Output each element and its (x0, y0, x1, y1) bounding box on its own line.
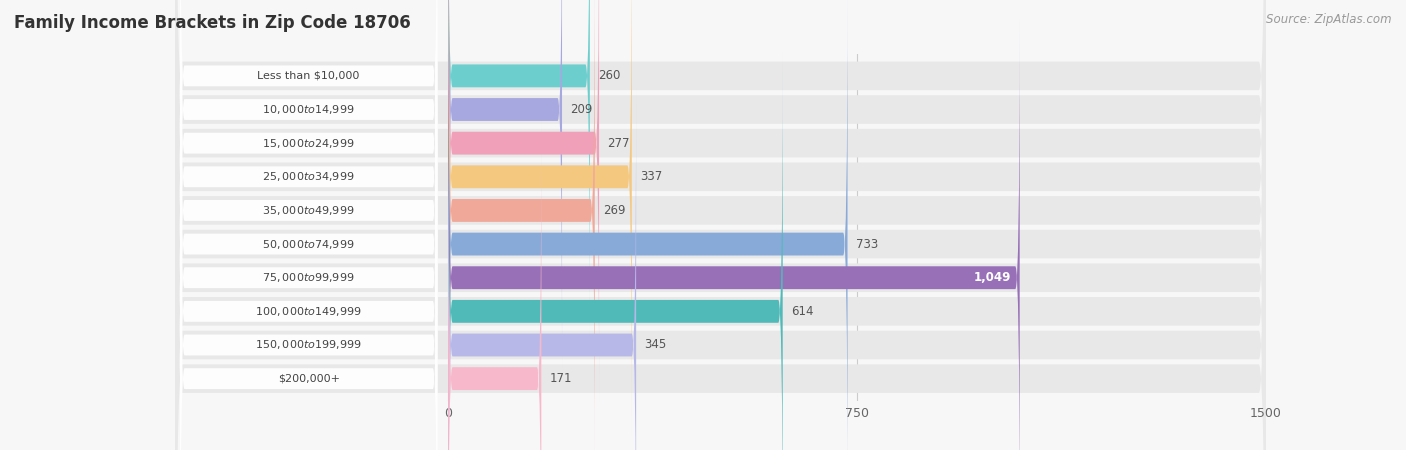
Text: $35,000 to $49,999: $35,000 to $49,999 (263, 204, 354, 217)
FancyBboxPatch shape (180, 19, 437, 450)
FancyBboxPatch shape (180, 53, 437, 450)
Text: Family Income Brackets in Zip Code 18706: Family Income Brackets in Zip Code 18706 (14, 14, 411, 32)
Text: $10,000 to $14,999: $10,000 to $14,999 (263, 103, 354, 116)
FancyBboxPatch shape (449, 0, 599, 401)
FancyBboxPatch shape (180, 0, 437, 450)
FancyBboxPatch shape (176, 0, 1265, 450)
FancyBboxPatch shape (176, 0, 1265, 450)
Text: Source: ZipAtlas.com: Source: ZipAtlas.com (1267, 14, 1392, 27)
Text: 171: 171 (550, 372, 572, 385)
FancyBboxPatch shape (176, 0, 1265, 450)
Text: 614: 614 (790, 305, 813, 318)
Text: $50,000 to $74,999: $50,000 to $74,999 (263, 238, 354, 251)
Text: 277: 277 (607, 137, 630, 150)
Text: $25,000 to $34,999: $25,000 to $34,999 (263, 170, 354, 183)
FancyBboxPatch shape (449, 87, 636, 450)
FancyBboxPatch shape (180, 86, 437, 450)
Text: 269: 269 (603, 204, 626, 217)
FancyBboxPatch shape (176, 0, 1265, 450)
Text: $75,000 to $99,999: $75,000 to $99,999 (263, 271, 354, 284)
FancyBboxPatch shape (176, 0, 1265, 450)
FancyBboxPatch shape (176, 0, 1265, 450)
Text: $200,000+: $200,000+ (278, 374, 340, 384)
FancyBboxPatch shape (176, 0, 1265, 450)
Text: 260: 260 (598, 69, 620, 82)
Text: $15,000 to $24,999: $15,000 to $24,999 (263, 137, 354, 150)
FancyBboxPatch shape (180, 0, 437, 334)
Text: 345: 345 (644, 338, 666, 351)
FancyBboxPatch shape (449, 0, 631, 435)
FancyBboxPatch shape (449, 20, 1019, 450)
Text: $100,000 to $149,999: $100,000 to $149,999 (256, 305, 361, 318)
FancyBboxPatch shape (449, 0, 562, 367)
FancyBboxPatch shape (449, 0, 595, 450)
FancyBboxPatch shape (176, 0, 1265, 450)
Text: 209: 209 (571, 103, 592, 116)
FancyBboxPatch shape (180, 0, 437, 368)
FancyBboxPatch shape (449, 54, 783, 450)
FancyBboxPatch shape (176, 0, 1265, 450)
Text: 1,049: 1,049 (974, 271, 1011, 284)
FancyBboxPatch shape (180, 120, 437, 450)
FancyBboxPatch shape (180, 0, 437, 450)
FancyBboxPatch shape (449, 121, 541, 450)
Text: $150,000 to $199,999: $150,000 to $199,999 (256, 338, 361, 351)
FancyBboxPatch shape (449, 0, 591, 333)
FancyBboxPatch shape (449, 0, 848, 450)
Text: 337: 337 (640, 170, 662, 183)
FancyBboxPatch shape (180, 0, 437, 436)
Text: Less than $10,000: Less than $10,000 (257, 71, 360, 81)
FancyBboxPatch shape (176, 0, 1265, 450)
Text: 733: 733 (856, 238, 877, 251)
FancyBboxPatch shape (180, 0, 437, 402)
